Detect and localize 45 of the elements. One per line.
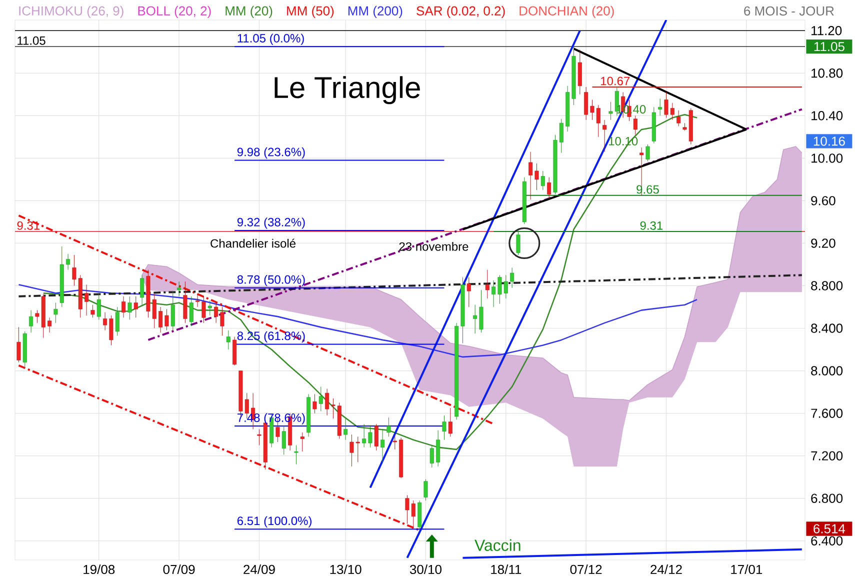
y-tick-label: 8.800 bbox=[811, 281, 843, 290]
y-tick-label: 9.60 bbox=[811, 196, 836, 206]
y-tick-label: 10.00 bbox=[812, 154, 843, 163]
y-tick-label: 8.400 bbox=[811, 324, 843, 333]
annotation: Chandelier isolé bbox=[210, 238, 296, 248]
text: MM (20) bbox=[226, 6, 272, 18]
annotation: 8.78 (50.0%) bbox=[237, 274, 305, 286]
y-tick-label: 8.000 bbox=[811, 366, 843, 376]
annotation: 23 novembre bbox=[399, 242, 468, 251]
y-tick-label: 10.80 bbox=[812, 68, 843, 78]
text: 6.514 bbox=[814, 524, 846, 534]
x-tick-label: 17/01 bbox=[731, 564, 762, 574]
text: MM (200) bbox=[348, 6, 402, 18]
y-tick-label: 11.20 bbox=[812, 26, 842, 36]
chart-subtitle: 6 MOIS - JOUR bbox=[744, 6, 834, 16]
y-tick-label: 6.400 bbox=[811, 536, 843, 546]
text: SAR (0.02, 0.2) bbox=[416, 6, 505, 18]
text: 10.16 bbox=[814, 136, 845, 146]
y-tick-label: 6.800 bbox=[811, 494, 843, 503]
x-tick-label: 18/11 bbox=[491, 564, 522, 574]
annotation: 9.32 (38.2%) bbox=[237, 218, 305, 229]
text: BOLL (20, 2) bbox=[138, 6, 211, 18]
x-tick-label: 19/08 bbox=[84, 564, 115, 574]
y-tick-label: 7.200 bbox=[811, 451, 843, 460]
annotation: 9.98 (23.6%) bbox=[237, 147, 305, 159]
text: MM (50) bbox=[287, 6, 334, 18]
text: 11.05 bbox=[814, 42, 844, 52]
y-tick-label: 7.600 bbox=[811, 408, 843, 418]
text: DONCHIAN (20) bbox=[520, 6, 614, 18]
ref-line-label: 11.05 bbox=[18, 36, 46, 45]
text: ICHIMOKU (26, 9) bbox=[19, 6, 124, 18]
x-tick-label: 13/10 bbox=[330, 564, 362, 574]
x-tick-label: 24/12 bbox=[650, 564, 682, 574]
annotation: 10.67 bbox=[601, 76, 630, 86]
annotation: Vaccin bbox=[474, 539, 520, 551]
x-tick-label: 07/12 bbox=[570, 564, 602, 574]
x-tick-label: 24/09 bbox=[244, 564, 275, 574]
annotation: 6.51 (100.0%) bbox=[237, 516, 312, 528]
annotation: 9.31 bbox=[640, 221, 663, 230]
annotation: 11.05 (0.0%) bbox=[238, 34, 304, 45]
x-tick-label: 30/10 bbox=[410, 564, 442, 574]
y-tick-label: 9.20 bbox=[811, 238, 836, 248]
x-tick-label: 07/09 bbox=[163, 564, 195, 574]
y-tick-label: 10.40 bbox=[812, 111, 843, 120]
annotation: Le Triangle bbox=[274, 76, 420, 104]
